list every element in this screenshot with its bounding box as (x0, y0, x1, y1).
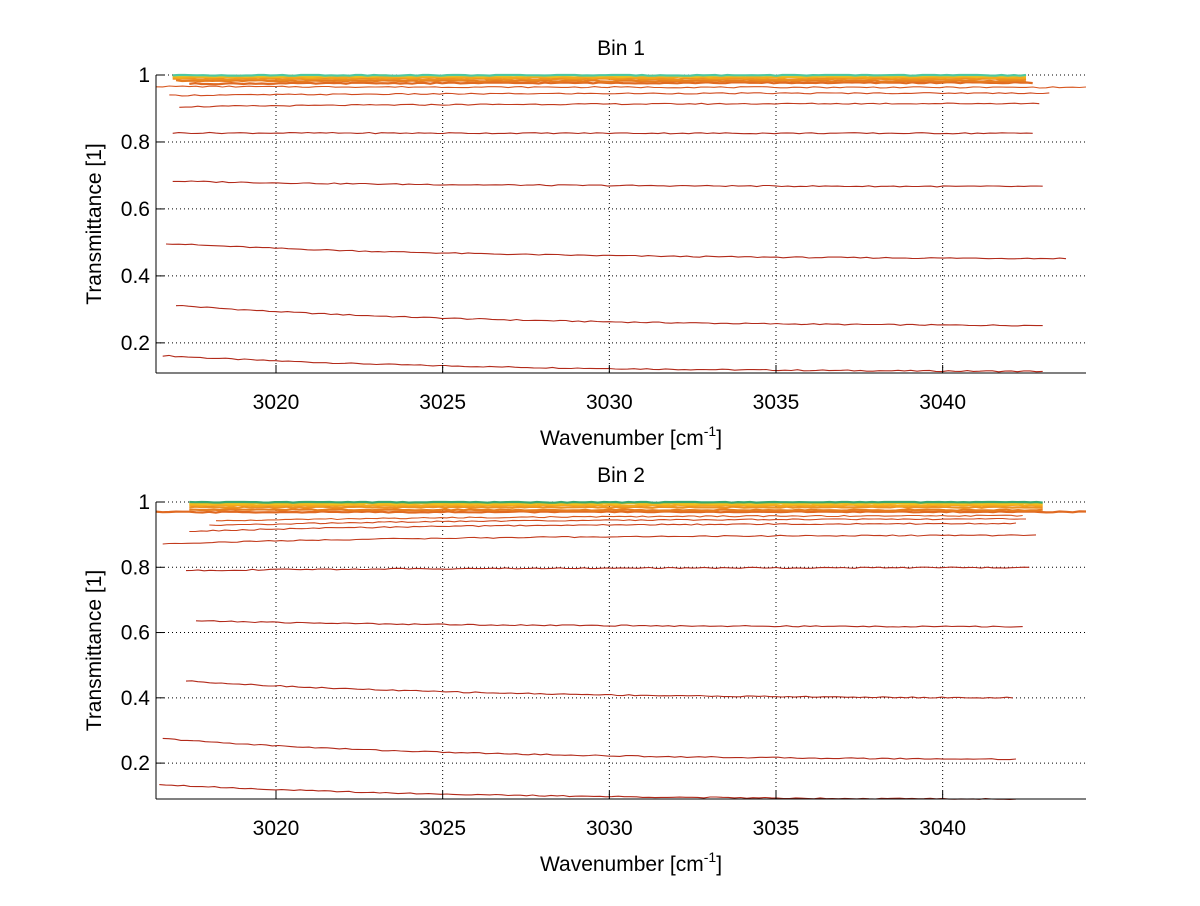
x-tick-label: 3025 (419, 817, 466, 840)
series-line (189, 507, 1043, 512)
y-tick-label: 0.8 (121, 131, 150, 154)
y-tick-label: 1 (138, 64, 150, 87)
x-tick-label: 3020 (253, 817, 300, 840)
series-line (189, 500, 1043, 504)
series-line (162, 354, 1043, 373)
x-tick-label: 3040 (919, 391, 966, 414)
x-axis-label: Wavenumber [cm-1] (540, 423, 722, 450)
y-tick-label: 0.2 (121, 332, 150, 355)
series-line (185, 680, 1013, 699)
y-tick-label: 0.8 (121, 556, 150, 579)
series-line (162, 737, 1017, 761)
chart-panel-2: 3020 3025 3030 3035 3040 0.2 0.4 0.6 0.8 1 Bin 2 Wa… (83, 464, 1087, 876)
chart-panel-1: 3020 3025 3030 3035 3040 0.2 0.4 0.6 0.8 1 Bin 1 Wa… (83, 37, 1087, 450)
series-line (179, 102, 1040, 108)
y-axis-label: Transmittance [1] (83, 570, 106, 731)
series-line (172, 77, 1027, 81)
series-line (185, 566, 1030, 572)
series-line (195, 620, 1023, 628)
y-tick-label: 0.6 (121, 198, 150, 221)
series-line (165, 243, 1067, 260)
x-tick-label: 3020 (253, 391, 300, 414)
x-tick-label: 3030 (586, 391, 633, 414)
chart-title: Bin 1 (597, 37, 645, 60)
series-line (189, 522, 1017, 533)
y-tick-label: 0.6 (121, 622, 150, 645)
y-tick-label: 0.2 (121, 752, 150, 775)
series-line (215, 514, 1023, 522)
x-axis-label: Wavenumber [cm-1] (540, 849, 722, 876)
x-tick-label: 3035 (753, 817, 800, 840)
x-tick-label: 3035 (753, 391, 800, 414)
y-tick-label: 0.4 (121, 265, 151, 288)
x-tick-label: 3025 (419, 391, 466, 414)
series-line (162, 534, 1037, 545)
series-line (189, 505, 1043, 509)
series-line (189, 501, 1043, 506)
series-line (172, 73, 1027, 77)
series-line (175, 304, 1043, 327)
y-tick-label: 0.4 (121, 687, 151, 710)
series-line (175, 79, 1027, 83)
series-line (209, 517, 1026, 526)
series-line (159, 784, 1017, 801)
series-line (155, 85, 1087, 89)
y-axis-label: Transmittance [1] (83, 143, 106, 304)
x-tick-label: 3030 (586, 817, 633, 840)
series-line (172, 180, 1043, 188)
series-line (172, 131, 1033, 135)
chart-title: Bin 2 (597, 464, 645, 487)
series-line (169, 92, 1050, 97)
x-tick-label: 3040 (919, 817, 966, 840)
series-line (155, 510, 1087, 514)
y-tick-label: 1 (138, 491, 150, 514)
